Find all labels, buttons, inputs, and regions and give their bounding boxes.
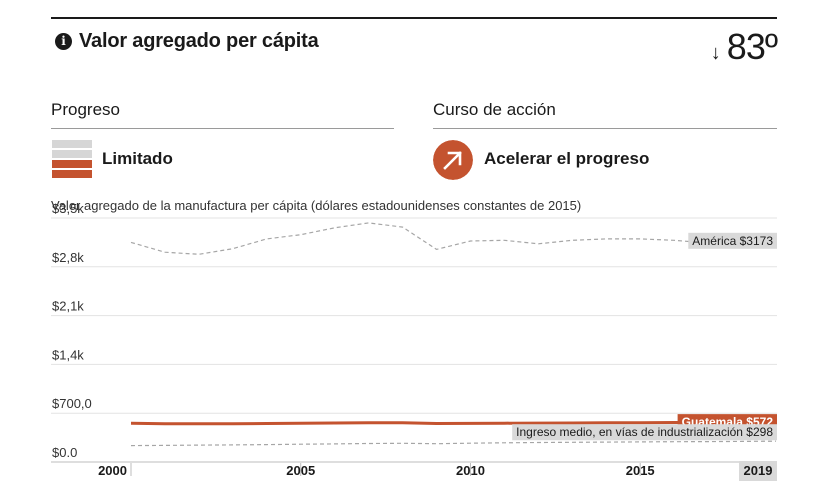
progress-level-bar [52,170,92,178]
top-rule [51,17,777,19]
action-label: Curso de acción [433,100,556,119]
series-end-label-box [688,232,777,249]
chart-caption: Valor agregado de la manufactura per cáp… [51,198,582,213]
y-tick-label: $2,1k [52,299,84,314]
progress-label: Progreso [51,100,120,119]
action-text: Acelerar el progreso [484,149,650,168]
progress-level-bar [52,160,92,168]
series-end-label-box [512,424,777,441]
progress-divider [51,128,394,129]
x-tick-label: 2019 [744,463,773,478]
series-end-label: Ingreso medio, en vías de industrializac… [516,425,773,439]
progress-status: Limitado [102,149,173,168]
progress-level-icon [52,140,92,178]
y-tick-label: $1,4k [52,347,84,362]
x-tick-label: 2000 [98,463,127,478]
y-tick-label: $3,5k [52,201,84,216]
y-tick-label: $0.0 [52,445,77,460]
series-line [130,420,777,426]
series-line [130,440,777,447]
arrow-down-icon: ↓ [710,42,721,64]
page-title: Valor agregado per cápita [79,30,319,52]
progress-level-bar [52,140,92,148]
rank-value: 83º [726,26,778,67]
series-end-label: América $3173 [692,234,773,248]
x-tick-label: 2010 [456,463,485,478]
info-icon[interactable]: i [55,33,72,50]
action-divider [433,128,777,129]
y-tick-label: $2,8k [52,250,84,265]
progress-level-bar [52,150,92,158]
series-line [130,222,777,255]
header: i Valor agregado per cápita ↓ 83º [51,26,778,70]
arrow-up-right-icon [433,140,473,180]
x-tick-label: 2015 [626,463,655,478]
y-tick-label: $700,0 [52,396,92,411]
x-highlight-box [739,461,777,481]
x-tick-label: 2005 [286,463,315,478]
rank: ↓ 83º [710,26,778,68]
